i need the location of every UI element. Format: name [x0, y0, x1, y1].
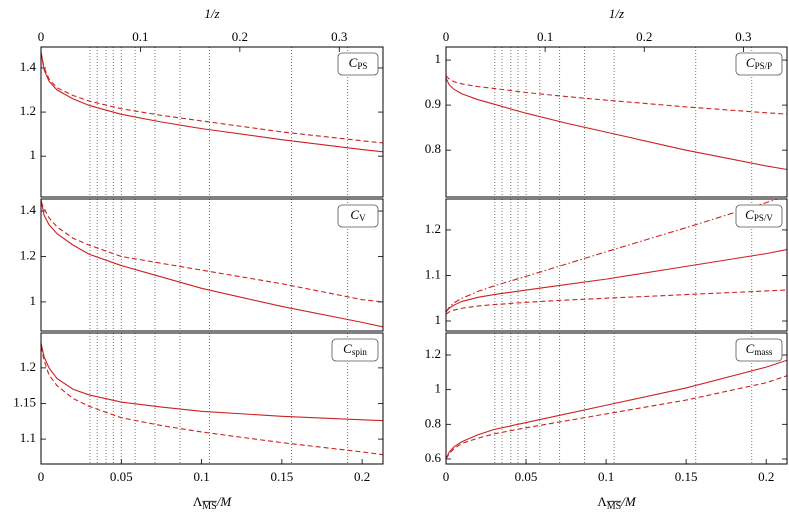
y-tick-label: 1: [435, 51, 442, 66]
x2-tick-label: 0.3: [331, 29, 347, 44]
line-series: [41, 342, 383, 422]
label-box: [337, 204, 379, 228]
panel-label-main: C: [745, 207, 754, 222]
panel-label-sub: mass: [754, 347, 772, 357]
y-tick-label: 1.2: [425, 346, 441, 361]
y-tick-label: 1: [435, 312, 442, 327]
y-tick-label: 1: [435, 381, 442, 396]
panel-label-sub: PS/V: [754, 213, 774, 223]
frame: [40, 46, 384, 198]
x-axis-title-main: Λ: [193, 494, 203, 509]
y-tick-label: 1.15: [13, 394, 36, 409]
line-series: [446, 75, 787, 115]
x-axis-title: ΛMS/M: [597, 494, 637, 512]
frame: [40, 198, 384, 332]
x-axis-title-rest: /M: [620, 494, 637, 509]
line-series: [41, 52, 383, 153]
line-series: [446, 199, 780, 313]
x-axis-title-sub: MS: [202, 501, 216, 512]
panel: 1 1.1 1.2 CPS/V: [425, 198, 788, 332]
y-tick-label: 1: [30, 293, 37, 308]
panel-label: CPS/P: [746, 55, 772, 71]
frame: [445, 332, 788, 465]
x-tick-label: 0.1: [598, 469, 614, 484]
x-tick-label: 0.15: [675, 469, 698, 484]
x-tick-label: 0: [443, 469, 450, 484]
panel: 0.6 0.8 1 1.2 0 0.05 0.1 0.15 0.2 ΛMS/M Cmass: [425, 332, 788, 512]
panel-label-main: C: [343, 341, 352, 356]
x2-axis-title: 1/z: [204, 6, 219, 21]
x-axis-title-main: Λ: [597, 494, 607, 509]
label-box: [735, 204, 783, 228]
x2-tick-label: 0.3: [735, 29, 751, 44]
panel-label: CPS: [349, 55, 368, 71]
x2-tick-label: 0.2: [232, 29, 248, 44]
y-tick-label: 0.9: [425, 96, 441, 111]
line-series: [41, 199, 383, 328]
line-series: [41, 52, 383, 144]
line-series: [41, 201, 383, 303]
y-tick-label: 1.4: [20, 59, 37, 74]
line-series: [446, 375, 787, 460]
y-tick-label: 0.6: [425, 450, 442, 465]
y-tick-label: 1.1: [425, 266, 441, 281]
panel-label: CPS/V: [745, 207, 773, 223]
panel-label: Cmass: [746, 341, 773, 357]
y-tick-label: 1: [30, 147, 37, 162]
x2-tick-label: 0: [443, 29, 450, 44]
panel-label: CV: [350, 207, 366, 223]
x2-axis-title: 1/z: [609, 6, 624, 21]
x2-tick-label: 0.2: [636, 29, 652, 44]
y-tick-label: 0.8: [425, 415, 441, 430]
x2-tick-label: 0: [38, 29, 45, 44]
x-tick-label: 0.15: [270, 469, 293, 484]
x-axis-title-rest: /M: [216, 494, 233, 509]
x-tick-label: 0: [38, 469, 45, 484]
x-axis-title: ΛMS/M: [193, 494, 233, 512]
line-series: [446, 359, 787, 460]
frame: [445, 46, 788, 198]
y-tick-label: 0.8: [425, 141, 441, 156]
x2-tick-label: 0.1: [132, 29, 148, 44]
label-box: [337, 52, 379, 76]
x-tick-label: 0.05: [515, 469, 538, 484]
line-series: [446, 248, 787, 313]
panel-label-sub: spin: [352, 347, 368, 357]
x-tick-label: 0.2: [758, 469, 774, 484]
y-tick-label: 1.2: [425, 221, 441, 236]
frame: [40, 332, 384, 465]
x-tick-label: 0.1: [193, 469, 209, 484]
x-tick-label: 0.2: [354, 469, 370, 484]
panel: 1 1.2 1.4 CV: [20, 198, 384, 332]
y-tick-label: 1.2: [20, 247, 36, 262]
label-box: [331, 338, 379, 362]
panel-label-main: C: [746, 55, 755, 70]
x-axis-title-sub: MS: [607, 501, 621, 512]
panel-label-sub: V: [359, 213, 366, 223]
panel-label-main: C: [746, 341, 755, 356]
y-tick-label: 1.2: [20, 359, 36, 374]
y-tick-label: 1.1: [20, 430, 36, 445]
frame: [445, 198, 788, 332]
line-series: [446, 289, 787, 315]
panel: 1.1 1.15 1.2 0 0.05 0.1 0.15 0.2 ΛMS/M Cspin: [13, 332, 384, 512]
line-series: [446, 77, 787, 171]
panel: 1 1.2 1.40 0.1 0.2 0.3 1/z CPS: [20, 6, 384, 198]
label-box: [735, 52, 783, 76]
y-tick-label: 1.4: [20, 202, 37, 217]
panel: 0.8 0.9 10 0.1 0.2 0.3 1/z CPS/P: [425, 6, 788, 198]
line-series: [41, 346, 383, 456]
panel-label-sub: PS/P: [755, 61, 773, 71]
x2-tick-label: 0.1: [537, 29, 553, 44]
panel-label-main: C: [349, 55, 358, 70]
panel-label-main: C: [350, 207, 359, 222]
label-box: [735, 338, 783, 362]
x-tick-label: 0.05: [110, 469, 133, 484]
panel-label: Cspin: [343, 341, 367, 357]
y-tick-label: 1.2: [20, 103, 36, 118]
panel-label-sub: PS: [357, 61, 367, 71]
